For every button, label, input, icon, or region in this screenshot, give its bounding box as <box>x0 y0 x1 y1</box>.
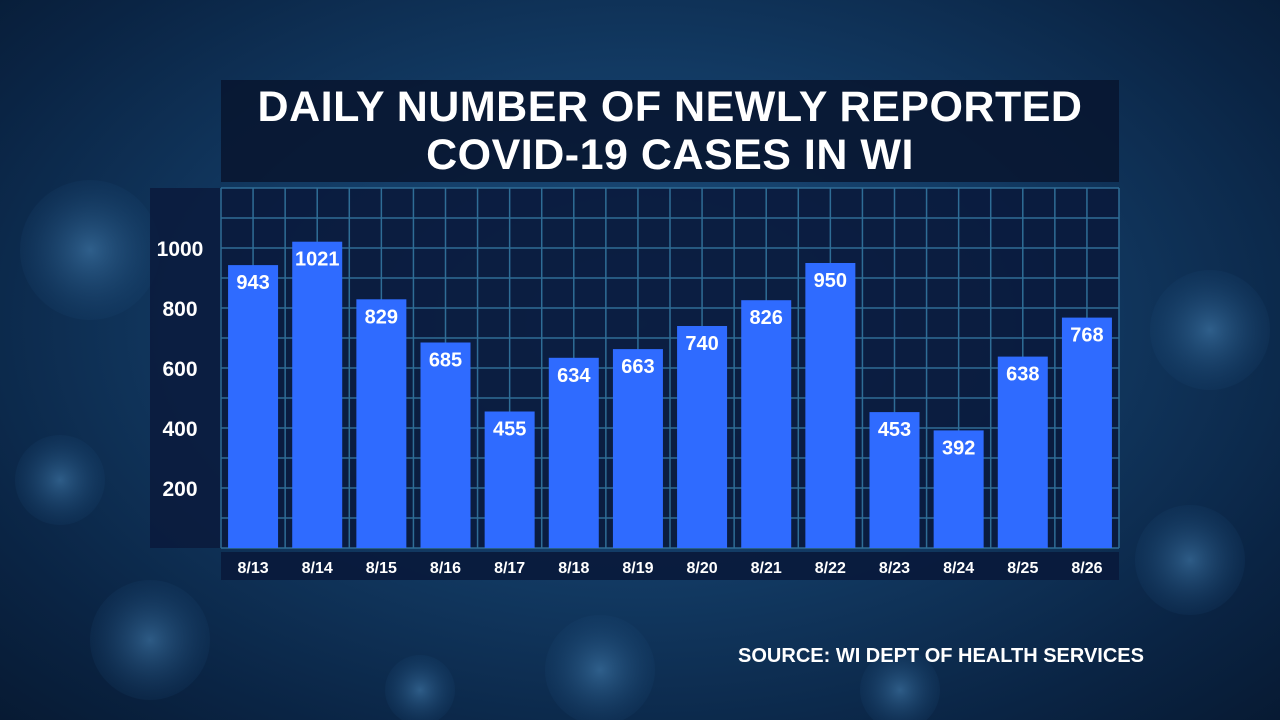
bar <box>677 326 728 548</box>
x-tick-label: 8/23 <box>879 560 910 577</box>
data-label: 392 <box>942 437 975 459</box>
x-tick-label: 8/19 <box>622 560 653 577</box>
x-tick-label: 8/18 <box>558 560 589 577</box>
x-tick-label: 8/16 <box>430 560 461 577</box>
bar <box>356 299 407 548</box>
y-tick-label: 600 <box>162 358 197 381</box>
x-tick-label: 8/26 <box>1071 560 1102 577</box>
data-label: 826 <box>750 307 783 329</box>
bar <box>612 349 663 548</box>
virus-particle-bottom <box>385 615 940 720</box>
data-label: 1021 <box>295 249 340 271</box>
bar <box>228 265 279 548</box>
chart-title-box: DAILY NUMBER OF NEWLY REPORTED COVID-19 … <box>221 80 1119 182</box>
virus-particle-left <box>15 180 210 700</box>
x-tick-label: 8/17 <box>494 560 525 577</box>
x-tick-label: 8/15 <box>366 560 397 577</box>
y-tick-label: 1000 <box>157 238 204 261</box>
bar <box>292 241 343 548</box>
bar <box>548 357 599 548</box>
data-label: 943 <box>236 272 269 294</box>
data-label: 768 <box>1070 325 1103 347</box>
chart-title-line-2: COVID-19 CASES IN WI <box>426 131 914 179</box>
data-label: 950 <box>814 270 847 292</box>
y-tick-label: 200 <box>162 478 197 501</box>
data-label: 685 <box>429 350 462 372</box>
y-axis-panel <box>150 188 221 548</box>
x-tick-label: 8/24 <box>943 560 974 577</box>
data-label: 740 <box>685 333 718 355</box>
source-credit: SOURCE: WI DEPT OF HEALTH SERVICES <box>738 645 1144 667</box>
bar <box>1061 317 1112 548</box>
data-label: 453 <box>878 419 911 441</box>
x-tick-label: 8/20 <box>687 560 718 577</box>
x-tick-label: 8/22 <box>815 560 846 577</box>
virus-particle-right <box>1135 270 1270 615</box>
y-tick-label: 400 <box>162 418 197 441</box>
data-label: 455 <box>493 419 526 441</box>
x-tick-label: 8/21 <box>751 560 782 577</box>
x-tick-label: 8/14 <box>302 560 333 577</box>
y-tick-label: 800 <box>162 298 197 321</box>
data-label: 634 <box>557 365 591 387</box>
data-label: 638 <box>1006 364 1039 386</box>
data-label: 829 <box>365 306 398 328</box>
bar <box>997 356 1048 548</box>
bar <box>420 342 471 548</box>
data-label: 663 <box>621 356 654 378</box>
x-axis-band <box>221 552 1119 580</box>
bar <box>741 300 792 548</box>
bar <box>484 411 535 548</box>
bar <box>933 430 984 548</box>
x-tick-label: 8/25 <box>1007 560 1038 577</box>
bar <box>805 263 856 548</box>
chart-title-line-1: DAILY NUMBER OF NEWLY REPORTED <box>257 83 1083 131</box>
bar <box>869 412 920 548</box>
x-tick-label: 8/13 <box>238 560 269 577</box>
